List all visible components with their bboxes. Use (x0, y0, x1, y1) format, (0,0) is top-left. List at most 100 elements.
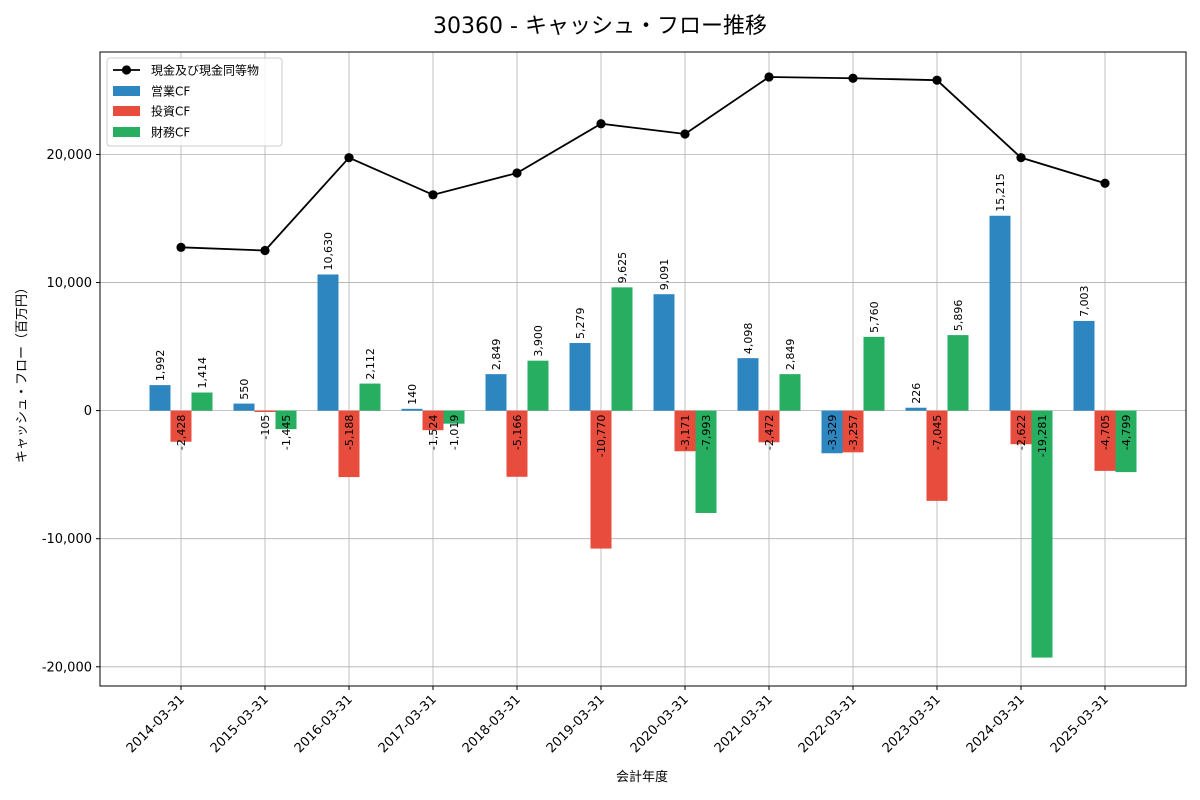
line-point (932, 75, 942, 85)
legend-box (106, 57, 283, 147)
data-label: 5,760 (868, 301, 881, 333)
data-label: 5,896 (952, 300, 965, 332)
line-point (176, 242, 186, 252)
bar-財務CF (611, 287, 633, 411)
data-label: 2,112 (364, 348, 377, 380)
data-label: -1,524 (427, 415, 440, 450)
data-label: -7,993 (700, 415, 713, 450)
legend-label: 営業CF (151, 85, 190, 99)
line-point (848, 73, 858, 83)
data-label: 2,849 (490, 339, 503, 371)
data-label: 1,992 (154, 350, 167, 382)
bar-財務CF (443, 410, 465, 424)
x-tick-label: 2023-03-31 (880, 692, 944, 756)
bar-投資CF (674, 410, 696, 452)
bar-投資CF (590, 410, 612, 549)
legend-label: 財務CF (151, 125, 190, 140)
bar-営業CF (317, 274, 339, 411)
data-label: 140 (406, 384, 419, 405)
bar-営業CF (905, 407, 927, 411)
bar-投資CF (842, 410, 864, 453)
data-label: 9,625 (616, 252, 629, 284)
bar-投資CF (926, 410, 948, 501)
bar-投資CF (506, 410, 528, 477)
y-tick-label: -10,000 (42, 532, 92, 547)
data-label: -2,622 (1015, 415, 1028, 450)
grid-lines (100, 52, 1186, 686)
y-tick-label: 0 (84, 404, 92, 419)
data-label: -1,019 (448, 415, 461, 450)
line-series (176, 72, 1110, 256)
x-axis-title: 会計年度 (616, 769, 668, 785)
x-tick-label: 2019-03-31 (544, 692, 608, 756)
bar-営業CF (737, 358, 759, 411)
bar-財務CF (527, 360, 549, 411)
bar-営業CF (653, 294, 675, 411)
x-tick-label: 2017-03-31 (376, 692, 440, 756)
data-label: 1,414 (196, 357, 209, 389)
bar-営業CF (569, 343, 591, 411)
bar-財務CF (359, 383, 381, 411)
data-label: 550 (238, 379, 251, 400)
bar-財務CF (863, 336, 885, 411)
y-tick-label: 20,000 (47, 148, 93, 163)
bar-投資CF (338, 410, 360, 478)
data-label: -4,705 (1099, 415, 1112, 450)
x-tick-label: 2015-03-31 (208, 692, 272, 756)
data-label: -5,188 (343, 415, 356, 450)
data-label: -4,799 (1120, 415, 1133, 450)
legend-bar-swatch (113, 86, 140, 96)
bar-営業CF (149, 385, 171, 411)
data-label: 2,849 (784, 339, 797, 371)
bar-財務CF (779, 374, 801, 411)
y-tick-label: 10,000 (47, 276, 93, 291)
line-point (260, 245, 270, 256)
bar-営業CF (989, 215, 1011, 411)
data-label: 3,900 (532, 325, 545, 357)
bar-投資CF (422, 410, 444, 431)
data-label: -7,045 (931, 415, 944, 450)
line-point (764, 72, 774, 82)
data-label: 4,098 (742, 323, 755, 355)
bar-投資CF (254, 410, 276, 412)
x-tick-label: 2025-03-31 (1048, 692, 1112, 756)
bar-group: 1,992 550 10,630 140 2,849 5,279 9,091 4,098 -3,… (149, 173, 1137, 658)
data-label: 15,215 (994, 173, 1007, 212)
data-label: 5,279 (574, 308, 587, 340)
bar-財務CF (947, 335, 969, 411)
data-label: -2,428 (175, 415, 188, 450)
plot-frame (99, 51, 1187, 687)
legend-bar-swatch (113, 127, 140, 137)
bar-財務CF (695, 410, 717, 514)
bar-投資CF (758, 410, 780, 443)
bar-投資CF (1094, 410, 1116, 471)
line-point (1100, 178, 1110, 188)
y-axis-title: キャッシュ・フロー（百万円） (15, 281, 30, 463)
data-label: -2,472 (763, 415, 776, 450)
x-tick-label: 2020-03-31 (628, 692, 692, 756)
bar-営業CF (821, 410, 843, 454)
y-tick-label: -20,000 (42, 660, 92, 675)
bar-投資CF (170, 410, 192, 442)
legend-label: 投資CF (151, 104, 190, 119)
data-label: -3,329 (826, 415, 839, 450)
x-tick-label: 2018-03-31 (460, 692, 524, 756)
legend-marker (121, 65, 132, 75)
line-point (512, 168, 522, 178)
data-label: 10,630 (322, 232, 335, 271)
bar-財務CF (1031, 410, 1053, 658)
line-point (1016, 153, 1026, 163)
x-tick-label: 2021-03-31 (712, 692, 776, 756)
chart-title: 30360 - キャッシュ・フロー推移 (433, 14, 767, 39)
bar-財務CF (275, 410, 297, 430)
bar-営業CF (1073, 320, 1095, 411)
data-label: -3,257 (847, 415, 860, 450)
line-現金及び現金同等物 (180, 76, 1106, 252)
bar-財務CF (191, 392, 213, 411)
x-tick-label: 2022-03-31 (796, 692, 860, 756)
x-tick-label: 2024-03-31 (964, 692, 1028, 756)
bar-投資CF (1010, 410, 1032, 445)
